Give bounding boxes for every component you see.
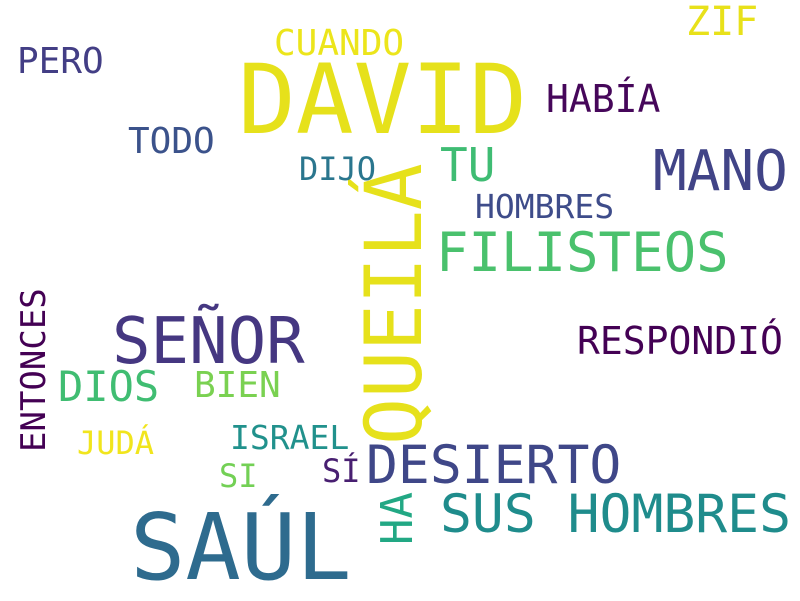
word-dijo: DIJO <box>299 150 377 188</box>
word-david: DAVID <box>238 44 527 156</box>
word-habia: HABÍA <box>546 77 661 121</box>
word-filisteos: FILISTEOS <box>436 221 729 284</box>
word-hombres: HOMBRES <box>475 187 615 226</box>
word-si: SI <box>219 457 258 495</box>
word-zif: ZIF <box>686 0 759 45</box>
word-saul: SAÚL <box>130 494 352 601</box>
word-queila: QUEILÁ <box>350 163 440 445</box>
word-dios: DIOS <box>58 362 160 411</box>
word-sus-hombres: SUS HOMBRES <box>440 484 791 545</box>
word-todo: TODO <box>128 121 215 162</box>
word-tu: TU <box>440 138 496 192</box>
word-entonces: ENTONCES <box>14 288 54 452</box>
word-mano: MANO <box>653 139 788 204</box>
word-si-accent: SÍ <box>322 452 361 490</box>
word-ha: HA <box>372 492 423 545</box>
word-israel: ISRAEL <box>230 418 350 457</box>
word-senor: SEÑOR <box>112 305 305 379</box>
word-pero: PERO <box>17 41 104 82</box>
word-bien: BIEN <box>194 365 281 406</box>
word-cuando: CUANDO <box>274 23 405 64</box>
word-respondio: RESPONDIÓ <box>577 319 783 363</box>
word-juda: JUDÁ <box>77 424 155 462</box>
word-desierto: DESIERTO <box>366 435 622 496</box>
